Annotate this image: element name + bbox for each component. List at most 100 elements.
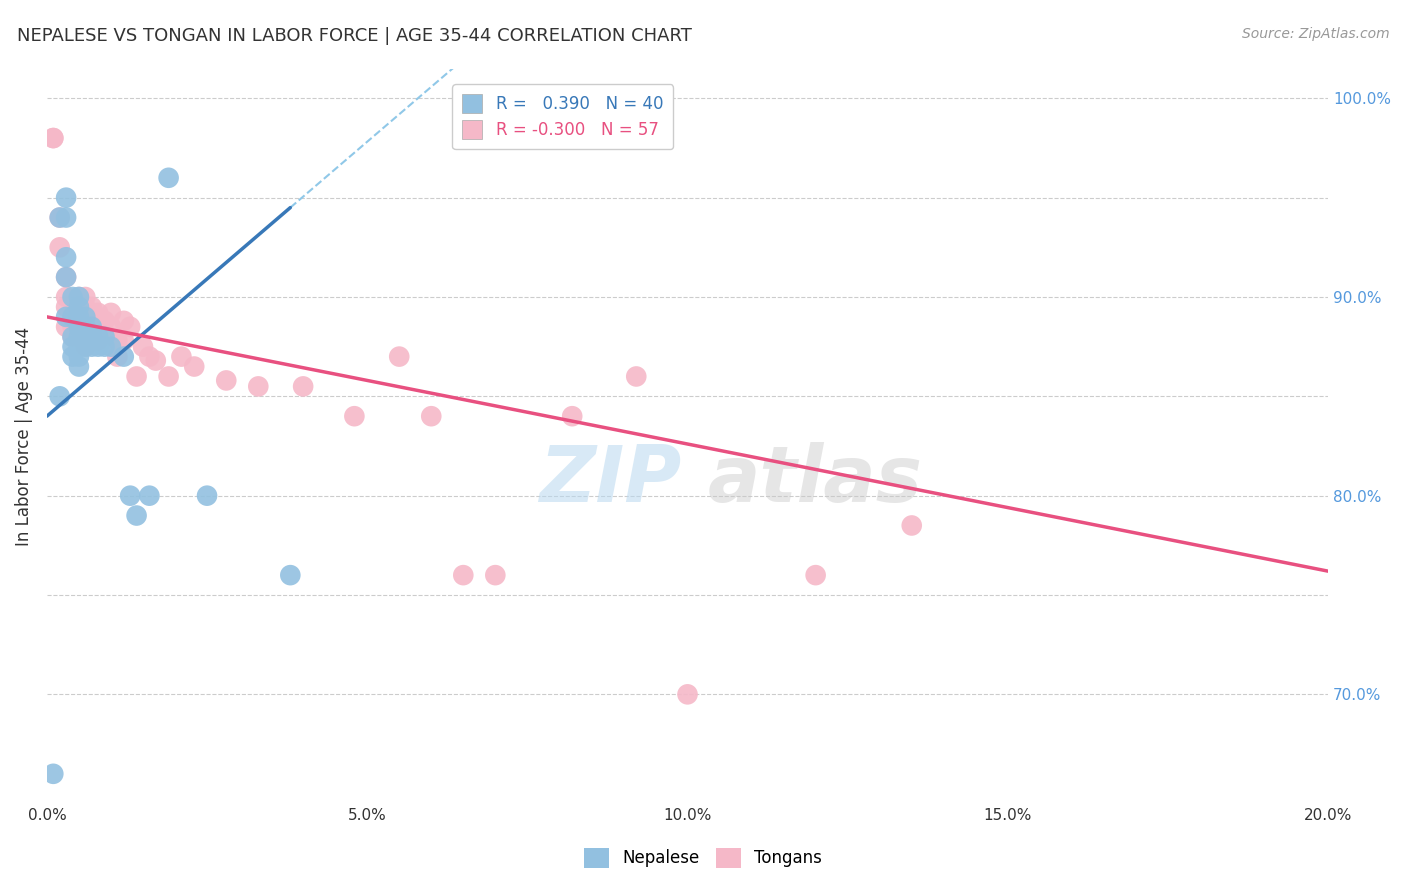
Point	[100, 319, 122, 334]
Point	[62, 310, 84, 324]
Point	[157, 170, 180, 185]
Point	[55, 310, 77, 324]
Y-axis label: In Labor Force | Age 35-44: In Labor Force | Age 35-44	[15, 326, 32, 546]
Point	[48, 240, 70, 254]
Point	[67, 310, 90, 324]
Point	[195, 489, 218, 503]
Point	[67, 340, 90, 354]
Point	[55, 191, 77, 205]
Point	[67, 319, 90, 334]
Point	[183, 359, 205, 374]
Point	[55, 211, 77, 225]
Point	[93, 314, 115, 328]
Point	[67, 330, 90, 344]
Point	[484, 568, 506, 582]
Point	[55, 270, 77, 285]
Point	[120, 489, 142, 503]
Point	[75, 319, 97, 334]
Point	[120, 319, 142, 334]
Point	[87, 306, 110, 320]
Legend: Nepalese, Tongans: Nepalese, Tongans	[576, 841, 830, 875]
Point	[67, 330, 90, 344]
Point	[112, 314, 135, 328]
Point	[247, 379, 270, 393]
Point	[80, 334, 103, 348]
Point	[100, 306, 122, 320]
Point	[87, 334, 110, 348]
Point	[62, 350, 84, 364]
Point	[676, 687, 699, 701]
Point	[55, 290, 77, 304]
Point	[75, 310, 97, 324]
Point	[48, 211, 70, 225]
Point	[80, 326, 103, 340]
Point	[75, 330, 97, 344]
Point	[62, 340, 84, 354]
Point	[157, 369, 180, 384]
Point	[62, 330, 84, 344]
Point	[561, 409, 583, 424]
Point	[132, 340, 155, 354]
Point	[48, 211, 70, 225]
Point	[87, 319, 110, 334]
Point	[62, 330, 84, 344]
Point	[67, 290, 90, 304]
Point	[67, 300, 90, 314]
Point	[93, 330, 115, 344]
Point	[48, 389, 70, 403]
Text: NEPALESE VS TONGAN IN LABOR FORCE | AGE 35-44 CORRELATION CHART: NEPALESE VS TONGAN IN LABOR FORCE | AGE …	[17, 27, 692, 45]
Point	[67, 310, 90, 324]
Point	[80, 319, 103, 334]
Point	[80, 314, 103, 328]
Point	[125, 508, 148, 523]
Point	[67, 319, 90, 334]
Point	[75, 340, 97, 354]
Point	[215, 374, 238, 388]
Point	[75, 300, 97, 314]
Point	[112, 350, 135, 364]
Point	[87, 330, 110, 344]
Point	[138, 489, 160, 503]
Point	[75, 330, 97, 344]
Point	[93, 326, 115, 340]
Text: ZIP: ZIP	[540, 442, 682, 518]
Point	[42, 131, 65, 145]
Point	[75, 340, 97, 354]
Point	[62, 319, 84, 334]
Point	[804, 568, 827, 582]
Point	[292, 379, 315, 393]
Point	[80, 330, 103, 344]
Text: Source: ZipAtlas.com: Source: ZipAtlas.com	[1241, 27, 1389, 41]
Point	[105, 350, 128, 364]
Point	[93, 340, 115, 354]
Legend: R =   0.390   N = 40, R = -0.300   N = 57: R = 0.390 N = 40, R = -0.300 N = 57	[453, 84, 673, 149]
Point	[55, 319, 77, 334]
Text: atlas: atlas	[709, 442, 924, 518]
Point	[87, 340, 110, 354]
Point	[62, 290, 84, 304]
Point	[388, 350, 411, 364]
Point	[67, 350, 90, 364]
Point	[125, 369, 148, 384]
Point	[55, 300, 77, 314]
Point	[105, 334, 128, 348]
Point	[626, 369, 648, 384]
Point	[420, 409, 443, 424]
Point	[80, 340, 103, 354]
Point	[55, 270, 77, 285]
Point	[42, 131, 65, 145]
Point	[145, 353, 167, 368]
Point	[900, 518, 922, 533]
Point	[42, 767, 65, 781]
Point	[67, 290, 90, 304]
Point	[112, 334, 135, 348]
Point	[67, 300, 90, 314]
Point	[138, 350, 160, 364]
Point	[278, 568, 301, 582]
Point	[75, 290, 97, 304]
Point	[67, 359, 90, 374]
Point	[343, 409, 366, 424]
Point	[75, 319, 97, 334]
Point	[100, 340, 122, 354]
Point	[62, 310, 84, 324]
